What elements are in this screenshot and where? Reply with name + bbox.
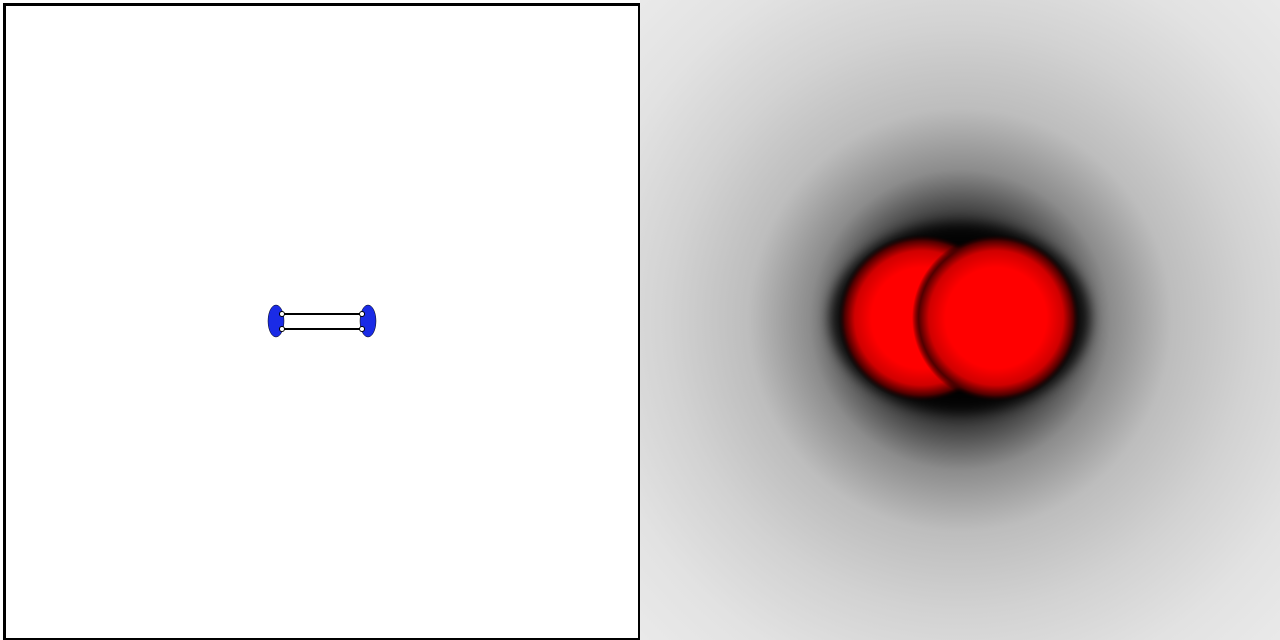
node-left-port-bottom	[279, 326, 285, 332]
graph-viewport[interactable]	[3, 3, 641, 640]
node-right[interactable]	[359, 304, 377, 338]
node-left[interactable]	[267, 304, 285, 338]
density-field-canvas	[640, 0, 1280, 640]
graph-canvas	[267, 304, 377, 338]
node-right-port-top	[359, 311, 365, 317]
density-field-view	[640, 0, 1280, 640]
density-blob-right	[912, 234, 1080, 402]
node-left-port-top	[279, 311, 285, 317]
node-right-port-bottom	[359, 326, 365, 332]
